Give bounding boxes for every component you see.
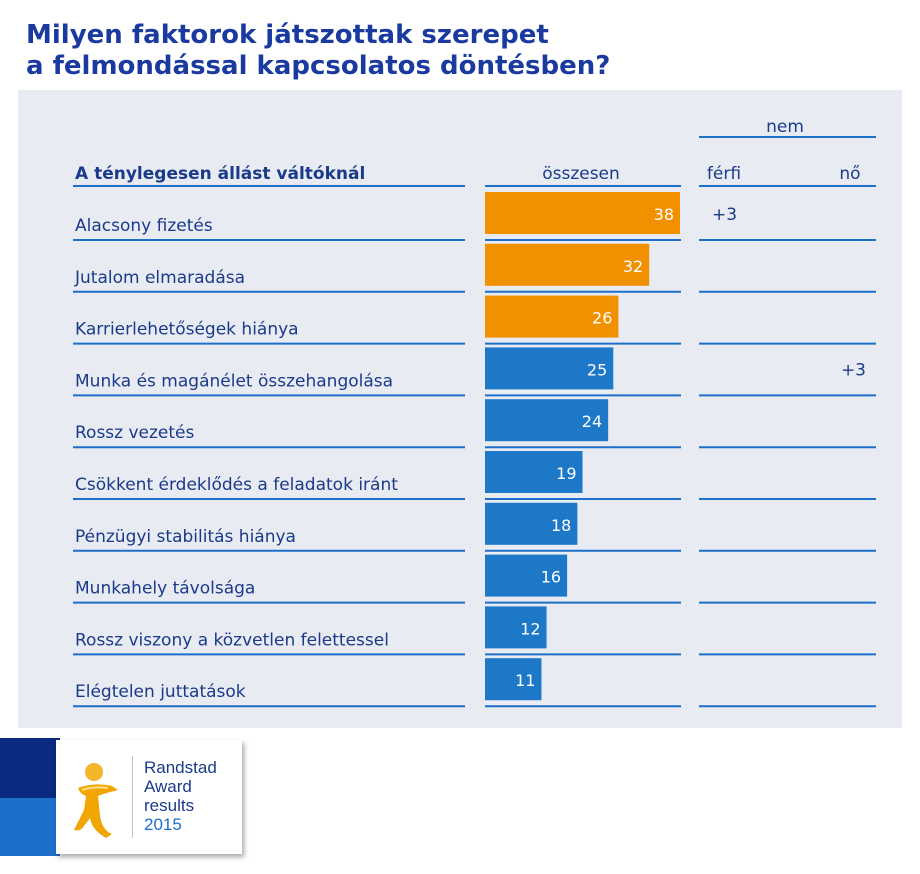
column-header-male: férfi xyxy=(707,164,741,184)
bar-value-label: 26 xyxy=(592,309,612,328)
bar-value-label: 38 xyxy=(654,205,674,224)
bar-value-label: 12 xyxy=(520,619,540,638)
male-diff-label: +3 xyxy=(712,205,737,225)
chart-rows: Alacsony fizetés 38 +3 Jutalom elmaradása 32… xyxy=(73,192,876,708)
category-label: Alacsony fizetés xyxy=(75,216,213,236)
column-header-total: összesen xyxy=(542,164,620,184)
bar xyxy=(485,347,614,390)
bar-chart: nem A ténylegesen állást váltóknál össze… xyxy=(73,117,876,708)
category-label: Rossz vezetés xyxy=(75,423,195,443)
badge-year: 2015 xyxy=(144,815,182,834)
row-header: A ténylegesen állást váltóknál xyxy=(75,164,365,184)
bar-value-label: 19 xyxy=(556,464,576,483)
bar xyxy=(485,606,547,649)
randstad-figure-icon xyxy=(74,763,118,838)
bar xyxy=(485,192,680,234)
badge-line-2: Award xyxy=(144,777,192,796)
badge-divider xyxy=(132,756,133,838)
bar-value-label: 16 xyxy=(541,568,561,587)
badge-card: Randstad Award results 2015 xyxy=(56,740,242,854)
title-line-1: Milyen faktorok játszottak szerepet xyxy=(26,20,549,50)
bar xyxy=(485,451,583,493)
badge-line-1: Randstad xyxy=(144,758,217,777)
column-group-header: nem xyxy=(766,117,804,137)
category-label: Karrierlehetőségek hiánya xyxy=(75,320,299,340)
female-diff-label: +3 xyxy=(841,360,866,380)
badge-block-dark xyxy=(0,738,60,798)
category-label: Rossz viszony a közvetlen felettessel xyxy=(75,630,389,650)
chart-panel: nem A ténylegesen állást váltóknál össze… xyxy=(18,90,902,728)
category-label: Csökkent érdeklődés a feladatok iránt xyxy=(75,475,398,495)
bar xyxy=(485,554,568,597)
bar xyxy=(485,295,619,338)
bar-value-label: 32 xyxy=(623,257,643,276)
bar xyxy=(485,399,609,442)
badge-text: Randstad Award results 2015 xyxy=(144,758,217,834)
category-label: Pénzügyi stabilitás hiánya xyxy=(75,527,296,547)
badge-line-3: results xyxy=(144,796,195,815)
category-label: Elégtelen juttatások xyxy=(75,682,246,702)
page-title: Milyen faktorok játszottak szerepet a fe… xyxy=(26,20,906,82)
category-label: Munkahely távolsága xyxy=(75,579,255,599)
column-header-female: nő xyxy=(839,164,860,184)
badge-block-light xyxy=(0,798,60,856)
award-badge: Randstad Award results 2015 xyxy=(0,738,250,858)
bar xyxy=(485,658,542,701)
title-line-2: a felmondással kapcsolatos döntésben? xyxy=(26,51,611,81)
bar-value-label: 11 xyxy=(515,671,535,690)
bar xyxy=(485,502,578,545)
bar-value-label: 25 xyxy=(587,360,607,379)
bar-value-label: 24 xyxy=(582,412,602,431)
bar-value-label: 18 xyxy=(551,516,571,535)
bar xyxy=(485,243,650,286)
category-label: Jutalom elmaradása xyxy=(74,268,245,288)
category-label: Munka és magánélet összehangolása xyxy=(75,371,393,391)
